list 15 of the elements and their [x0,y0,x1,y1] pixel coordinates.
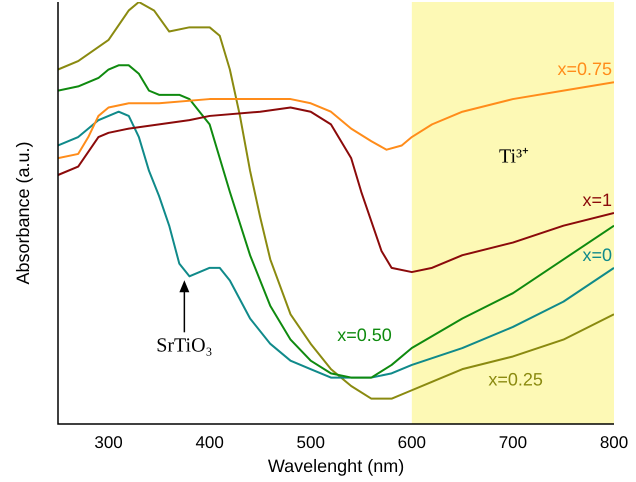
y-axis-title: Absorbance (a.u.) [12,141,33,285]
series-label: x=0.50 [337,325,392,346]
x-tick-label: 700 [498,432,528,452]
x-tick-label: 300 [94,432,123,452]
x-axis-title: Wavelenght (nm) [268,456,404,476]
series-label: x=0.75 [557,59,612,80]
annotation: Ti³⁺ [499,145,530,168]
x-tick-label: 500 [296,432,325,452]
annotation: SrTiO₃ [156,334,213,357]
series-label: x=0.25 [488,369,543,390]
series-label: x=0 [582,244,612,265]
x-tick-label: 600 [398,432,426,452]
series-label: x=1 [582,190,612,210]
x-tick-label: 800 [600,432,628,452]
x-tick-label: 400 [195,432,224,452]
